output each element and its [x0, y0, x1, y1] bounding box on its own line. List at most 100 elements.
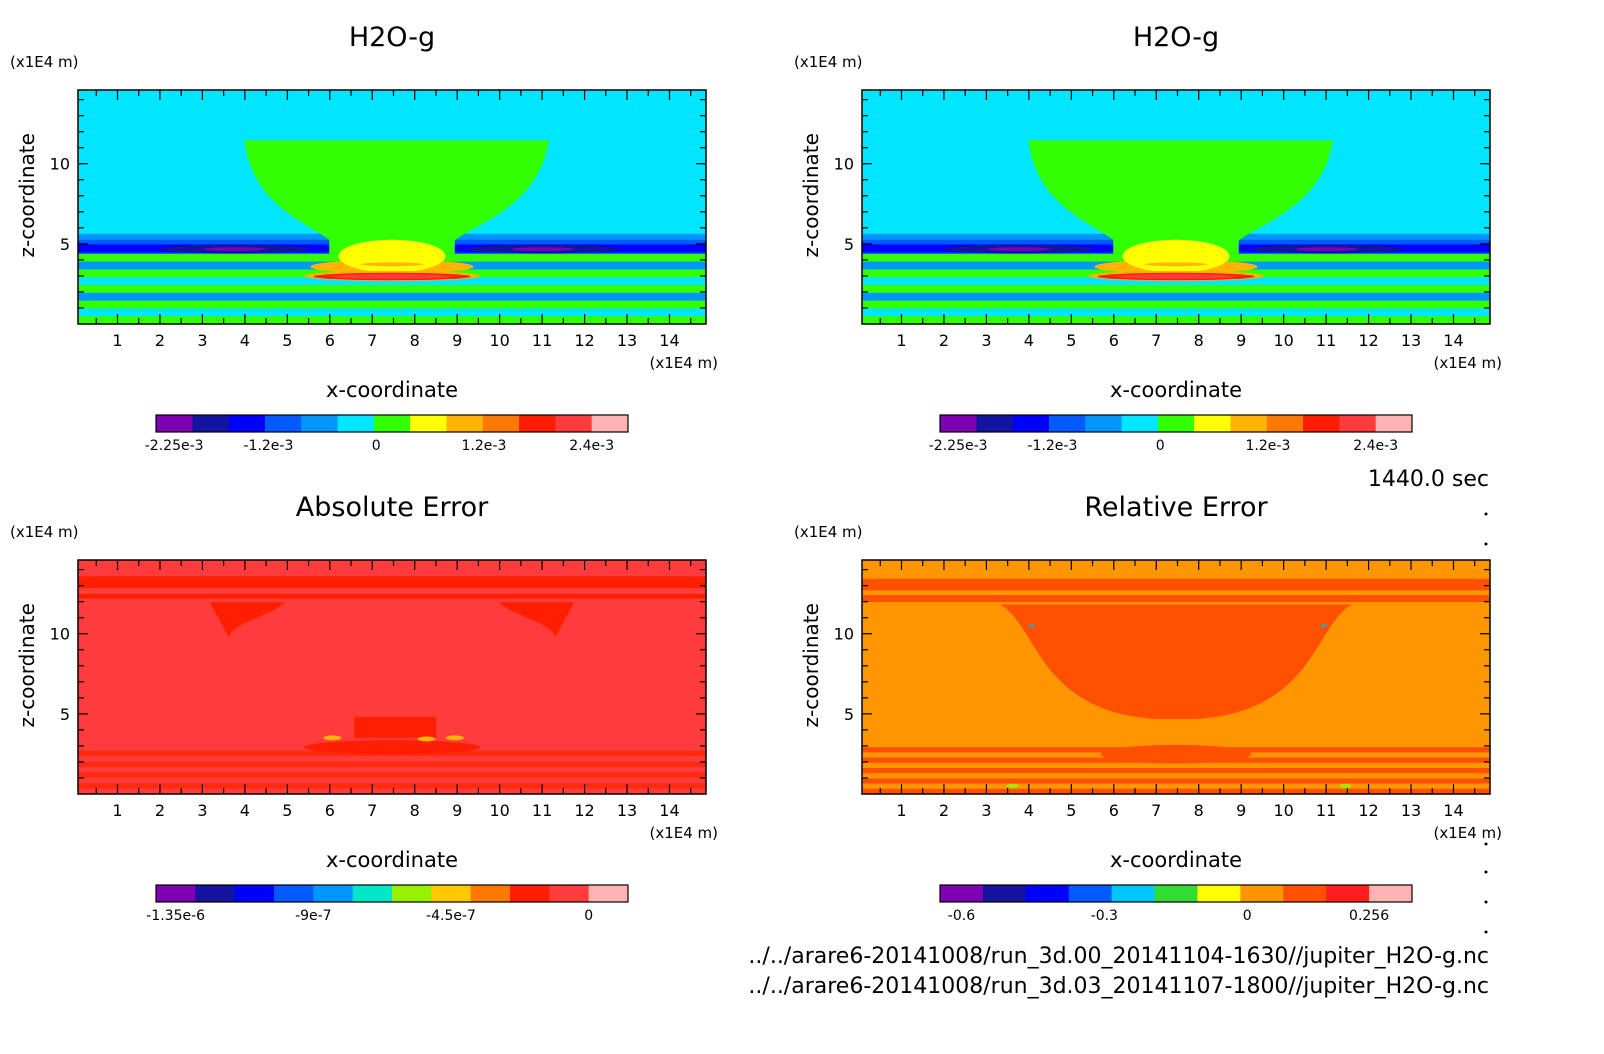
- x-tick-label: 12: [574, 331, 594, 350]
- x-tick-label: 2: [155, 801, 165, 820]
- colorbar-swatch: [352, 885, 393, 902]
- layer-band: [862, 778, 1490, 785]
- x-tick-label: 5: [282, 801, 292, 820]
- error-spot: [1320, 624, 1327, 628]
- layer-band: [862, 277, 1490, 286]
- colorbar-swatch: [234, 885, 275, 902]
- layer-band: [78, 788, 706, 794]
- error-spot: [445, 735, 464, 741]
- file-path-1: ../../arare6-20141008/run_3d.00_20141104…: [748, 944, 1489, 969]
- x-tick-label: 10: [1273, 331, 1293, 350]
- y-tick-label: 5: [60, 705, 70, 724]
- colorbar-swatch: [549, 885, 590, 902]
- x-tick-label: 12: [1358, 801, 1378, 820]
- x-tick-label: 14: [659, 331, 679, 350]
- error-lobe: [498, 602, 575, 638]
- colorbar-tick-label: -0.6: [948, 908, 975, 924]
- contour-field: [862, 90, 1490, 324]
- x-tick-label: 5: [1066, 801, 1076, 820]
- y-tick-label: 10: [50, 625, 70, 644]
- y-tick-label: 5: [844, 235, 854, 254]
- colorbar-tick-label: -2.25e-3: [929, 438, 988, 454]
- plot-frame: [861, 559, 1491, 795]
- colorbar-swatch: [1375, 415, 1413, 432]
- error-lobe: [209, 602, 286, 638]
- marker-dot: [1484, 900, 1488, 904]
- y-axis-label: z-coordinate: [799, 603, 823, 727]
- colorbar-swatch: [470, 885, 511, 902]
- x-unit-label: (x1E4 m): [1433, 824, 1502, 842]
- x-tick-label: 5: [282, 331, 292, 350]
- layer-band: [78, 285, 706, 294]
- colorbar-swatch: [156, 885, 196, 902]
- marker-dot: [1484, 512, 1488, 516]
- colorbar-swatch: [1197, 885, 1241, 902]
- colorbar-swatch: [482, 415, 520, 432]
- colorbar-swatch: [588, 885, 629, 902]
- layer-band: [862, 316, 1490, 324]
- chart-panel-2: H2O-g(x1E4 m)1 2 3 4 5 6 7 8 9 10 11 12 13 14510(x1E4…: [794, 22, 1502, 454]
- layer-band: [78, 576, 706, 589]
- x-unit-label: (x1E4 m): [1433, 354, 1502, 372]
- error-core: [304, 740, 480, 755]
- colorbar-swatch: [976, 415, 1014, 432]
- layer-band: [862, 768, 1490, 775]
- y-unit-label: (x1E4 m): [10, 53, 79, 71]
- chart-title: Absolute Error: [296, 492, 489, 523]
- marker-dot: [1484, 542, 1488, 546]
- colorbar-swatch: [940, 415, 977, 432]
- colorbar-swatch: [1230, 415, 1268, 432]
- colorbar-swatch: [373, 415, 411, 432]
- x-tick-label: 3: [197, 801, 207, 820]
- x-tick-label: 12: [574, 801, 594, 820]
- colorbar-swatch: [337, 415, 375, 432]
- colorbar-swatch: [264, 415, 302, 432]
- x-axis-label: x-coordinate: [326, 848, 458, 872]
- x-tick-label: 5: [1066, 331, 1076, 350]
- layer-band: [78, 300, 706, 310]
- x-tick-label: 12: [1358, 331, 1378, 350]
- plot-frame: [861, 89, 1491, 325]
- footer: 1440.0 sec ../../arare6-20141008/run_3d.0…: [748, 467, 1489, 999]
- contour-field: [78, 90, 706, 324]
- colorbar-swatch: [1326, 885, 1370, 902]
- x-tick-label: 2: [939, 801, 949, 820]
- colorbar-swatch: [555, 415, 593, 432]
- x-tick-label: 8: [410, 801, 420, 820]
- colorbar-swatch: [1339, 415, 1377, 432]
- plume-region: [244, 140, 550, 254]
- warm-core: [360, 262, 424, 267]
- x-tick-label: 7: [367, 331, 377, 350]
- colorbar-swatch: [1048, 415, 1086, 432]
- x-axis-label: x-coordinate: [1110, 848, 1242, 872]
- error-spot: [1028, 624, 1035, 628]
- contour-field: [78, 560, 706, 794]
- layer-band: [862, 300, 1490, 310]
- colorbar-swatch: [192, 415, 230, 432]
- error-spot: [1006, 783, 1019, 788]
- x-tick-label: 1: [896, 331, 906, 350]
- x-tick-label: 7: [367, 801, 377, 820]
- error-core: [354, 716, 436, 738]
- colorbar-swatch: [1266, 415, 1304, 432]
- x-tick-label: 6: [1109, 331, 1119, 350]
- colorbar-frame: [155, 884, 629, 903]
- colorbar-swatch: [591, 415, 629, 432]
- colorbar-tick-label: 0: [372, 438, 381, 454]
- layer-band: [862, 773, 1490, 780]
- x-tick-label: 9: [1236, 331, 1246, 350]
- layer-band: [78, 772, 706, 779]
- x-tick-label: 13: [617, 331, 637, 350]
- warm-core: [338, 239, 446, 273]
- x-tick-label: 1: [112, 331, 122, 350]
- colorbar-tick-label: -9e-7: [295, 908, 332, 924]
- colorbar-frame: [155, 414, 629, 433]
- colorbar-tick-label: 0: [584, 908, 593, 924]
- colorbar-swatch: [228, 415, 266, 432]
- y-tick-label: 5: [844, 705, 854, 724]
- x-tick-label: 11: [1316, 331, 1336, 350]
- colorbar-swatch: [313, 885, 354, 902]
- layer-band: [862, 308, 1490, 318]
- x-tick-label: 4: [1024, 331, 1034, 350]
